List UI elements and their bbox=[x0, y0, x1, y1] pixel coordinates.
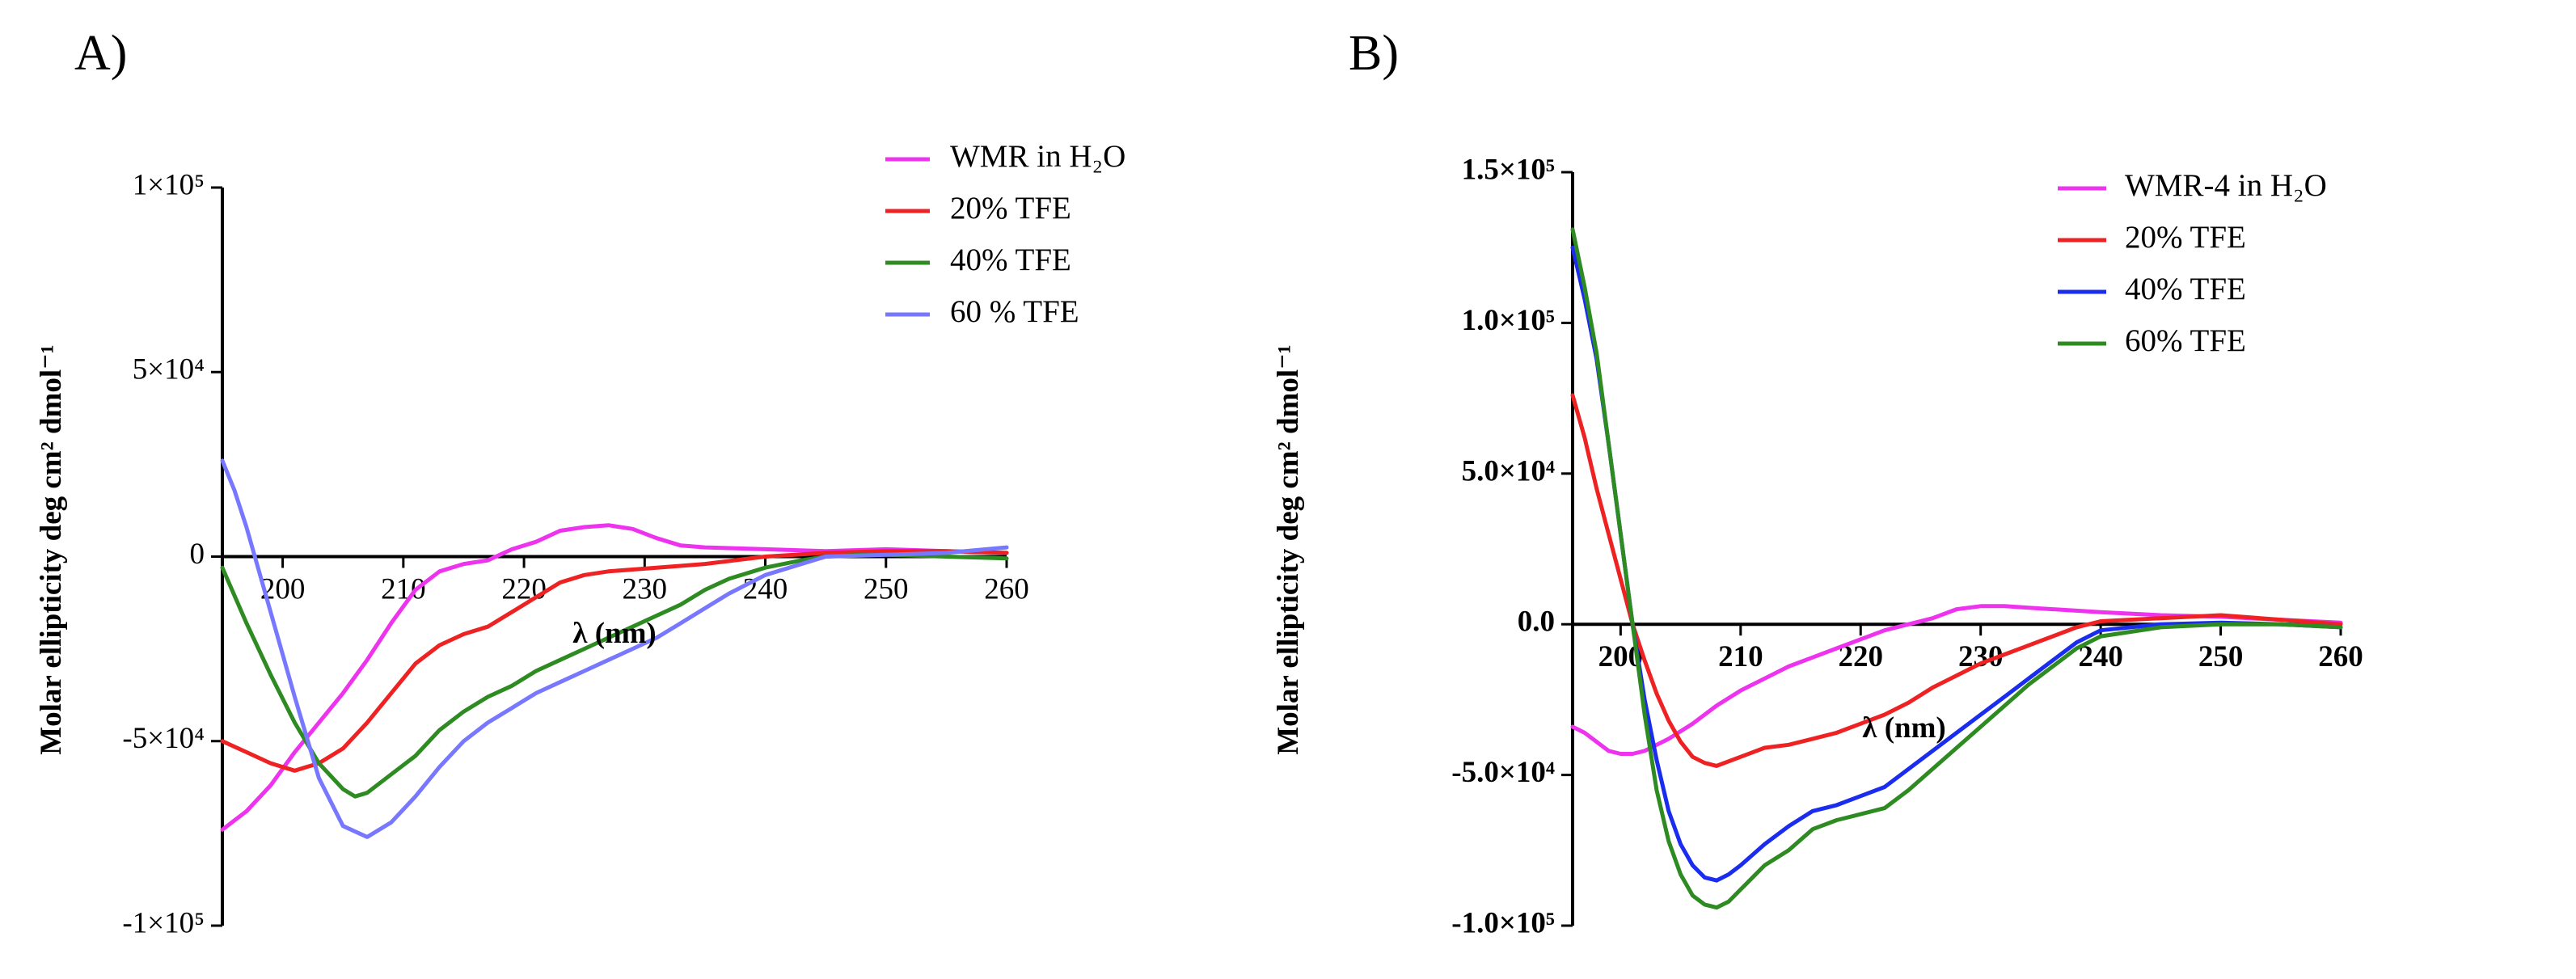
x-tick-label: 240 bbox=[743, 573, 788, 606]
y-tick-label: 0 bbox=[190, 538, 205, 571]
legend-label-3: 40% TFE bbox=[2125, 272, 2246, 306]
series-line-4 bbox=[220, 458, 1009, 839]
series-line-1 bbox=[1570, 604, 2343, 756]
x-axis-title: λ (nm) bbox=[1862, 711, 1945, 745]
series-line-1 bbox=[220, 523, 1009, 832]
legend-label-2: 20% TFE bbox=[2125, 220, 2246, 255]
panel-b: B) -1.0×10⁵ -5.0×10⁴ 0.0 5.0×10⁴ 1.0×10⁵ 1.5×1… bbox=[1272, 26, 2363, 939]
x-tick-label: 220 bbox=[501, 573, 547, 606]
x-axis-title: λ (nm) bbox=[572, 617, 656, 650]
y-tick-label: -1×10⁵ bbox=[122, 906, 205, 939]
y-tick-label: 5.0×10⁴ bbox=[1462, 454, 1555, 487]
x-tick-label: 210 bbox=[1718, 640, 1763, 673]
y-axis-title: Molar ellipticity deg cm² dmol⁻¹ bbox=[1272, 344, 1305, 755]
legend-label-2: 20% TFE bbox=[950, 191, 1071, 226]
panel-label: B) bbox=[1349, 26, 1399, 81]
y-tick-label: 1×10⁵ bbox=[133, 168, 205, 201]
series-line-2 bbox=[1570, 393, 2343, 768]
panel-label: A) bbox=[74, 26, 127, 81]
legend-label-1: WMR-4 in H₂O bbox=[2125, 168, 2327, 203]
y-tick-label: 1.5×10⁵ bbox=[1462, 153, 1555, 186]
y-tick-label: -5×10⁴ bbox=[122, 722, 205, 755]
x-tick-label: 250 bbox=[864, 573, 909, 606]
y-tick-label: -1.0×10⁵ bbox=[1451, 906, 1555, 939]
x-tick-label: 260 bbox=[984, 573, 1029, 606]
x-tick-label: 230 bbox=[623, 573, 668, 606]
y-tick-label: 5×10⁴ bbox=[133, 353, 205, 386]
y-tick-label: 1.0×10⁵ bbox=[1462, 304, 1555, 337]
y-tick-label: 0.0 bbox=[1518, 606, 1555, 639]
y-tick-label: -5.0×10⁴ bbox=[1451, 756, 1555, 789]
x-tick-label: 260 bbox=[2318, 640, 2363, 673]
y-axis-title: Molar ellipticity deg cm² dmol⁻¹ bbox=[35, 344, 68, 755]
legend-label-4: 60% TFE bbox=[2125, 323, 2246, 358]
legend-label-3: 40% TFE bbox=[950, 243, 1071, 277]
legend-label-4: 60 % TFE bbox=[950, 294, 1079, 329]
series-line-4 bbox=[1570, 227, 2343, 910]
series-line-3 bbox=[220, 552, 1009, 799]
x-tick-label: 250 bbox=[2198, 640, 2244, 673]
legend-label-1: WMR in H₂O bbox=[950, 139, 1125, 174]
